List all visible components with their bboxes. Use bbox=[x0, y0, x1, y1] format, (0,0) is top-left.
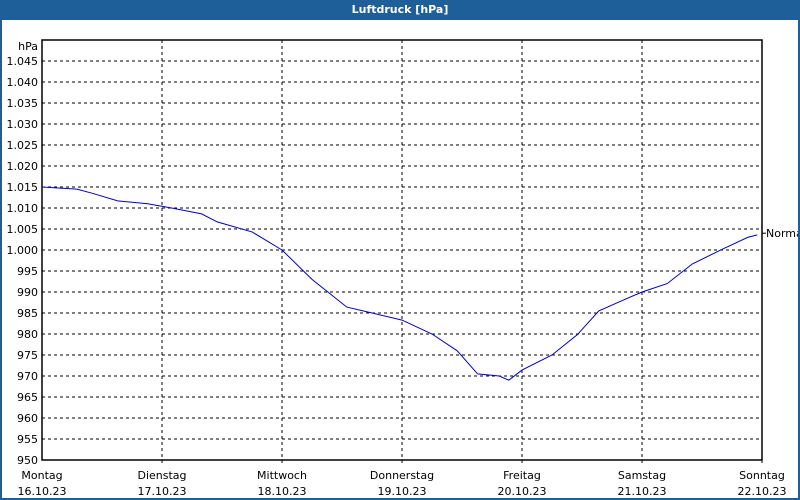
normal-label: Normal bbox=[766, 227, 800, 240]
x-tick-day: Montag bbox=[21, 469, 62, 482]
y-tick-label: 1.020 bbox=[7, 160, 39, 173]
y-axis-labels: 950 955 960 965 970 975 980 985 990 995 1.000 1.005… bbox=[7, 40, 39, 467]
y-tick-label: 970 bbox=[17, 370, 38, 383]
x-tick-day: Freitag bbox=[503, 469, 541, 482]
y-tick-label: 950 bbox=[17, 454, 38, 467]
x-axis-labels: Montag 16.10.23 Dienstag 17.10.23 Mittwoch 18… bbox=[18, 469, 787, 498]
y-tick-label: 1.035 bbox=[7, 97, 39, 110]
x-tick-day: Mittwoch bbox=[257, 469, 307, 482]
x-tick-day: Samstag bbox=[618, 469, 666, 482]
y-tick-label: 1.005 bbox=[7, 223, 39, 236]
x-tick-date: 17.10.23 bbox=[138, 485, 187, 498]
y-tick-label: 1.025 bbox=[7, 139, 39, 152]
x-tick-day: Sonntag bbox=[739, 469, 785, 482]
x-tick-day: Donnerstag bbox=[370, 469, 434, 482]
x-tick-date: 20.10.23 bbox=[498, 485, 547, 498]
y-tick-label: 1.045 bbox=[7, 55, 39, 68]
y-axis-unit: hPa bbox=[18, 40, 38, 53]
x-tick-date: 22.10.23 bbox=[738, 485, 787, 498]
pressure-line bbox=[41, 186, 758, 381]
plot-frame bbox=[41, 39, 763, 461]
y-tick-label: 1.040 bbox=[7, 76, 39, 89]
y-tick-label: 990 bbox=[17, 286, 38, 299]
window-title: Luftdruck [hPa] bbox=[2, 0, 798, 20]
grid-lines bbox=[42, 40, 763, 465]
y-tick-label: 965 bbox=[17, 391, 38, 404]
normal-annotation: Normal bbox=[762, 227, 800, 240]
y-tick-label: 1.030 bbox=[7, 118, 39, 131]
x-tick-date: 21.10.23 bbox=[618, 485, 667, 498]
y-tick-label: 975 bbox=[17, 349, 38, 362]
y-tick-label: 955 bbox=[17, 433, 38, 446]
y-tick-label: 985 bbox=[17, 307, 38, 320]
y-tick-label: 980 bbox=[17, 328, 38, 341]
y-tick-label: 1.015 bbox=[7, 181, 39, 194]
x-tick-date: 16.10.23 bbox=[18, 485, 67, 498]
x-tick-date: 18.10.23 bbox=[258, 485, 307, 498]
x-tick-day: Dienstag bbox=[137, 469, 186, 482]
y-tick-label: 1.000 bbox=[7, 244, 39, 257]
x-tick-date: 19.10.23 bbox=[378, 485, 427, 498]
y-tick-label: 995 bbox=[17, 265, 38, 278]
y-tick-label: 960 bbox=[17, 412, 38, 425]
y-tick-label: 1.010 bbox=[7, 202, 39, 215]
